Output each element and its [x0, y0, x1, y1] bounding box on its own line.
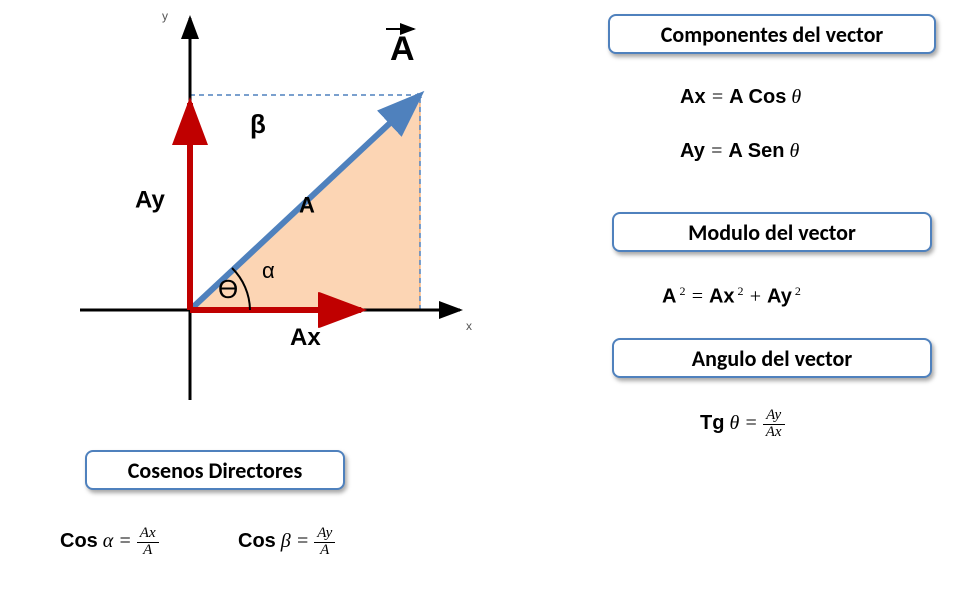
svg-text:Ay: Ay: [135, 187, 165, 214]
box-componentes: Componentes del vector: [608, 14, 936, 54]
formula-ay: Ay = A Sen θ: [680, 140, 799, 163]
box-angulo-label: Angulo del vector: [692, 345, 852, 372]
box-componentes-label: Componentes del vector: [661, 21, 883, 48]
box-angulo: Angulo del vector: [612, 338, 932, 378]
formula-cosA: Cos α = AxA: [60, 526, 159, 559]
formula-tg: Tg θ = AyAx: [700, 408, 785, 441]
formula-mod: A 2 = Ax 2 + Ay 2: [662, 284, 801, 309]
svg-text:β: β: [250, 109, 266, 139]
svg-text:ϴ: ϴ: [218, 274, 238, 304]
vector-diagram: y x A Ay Ax A ϴα β: [40, 0, 480, 430]
box-cosenos-label: Cosenos Directores: [128, 457, 303, 484]
svg-text:x: x: [466, 319, 472, 333]
formula-ax: Ax = A Cos θ: [680, 86, 801, 109]
svg-text:α: α: [262, 258, 275, 283]
svg-text:A: A: [299, 193, 315, 218]
svg-text:y: y: [162, 9, 168, 23]
box-modulo-label: Modulo del vector: [688, 219, 856, 246]
svg-text:A: A: [390, 30, 415, 68]
box-modulo: Modulo del vector: [612, 212, 932, 252]
formula-cosB: Cos β = AyA: [238, 526, 335, 559]
svg-text:Ax: Ax: [290, 324, 321, 351]
box-cosenos: Cosenos Directores: [85, 450, 345, 490]
